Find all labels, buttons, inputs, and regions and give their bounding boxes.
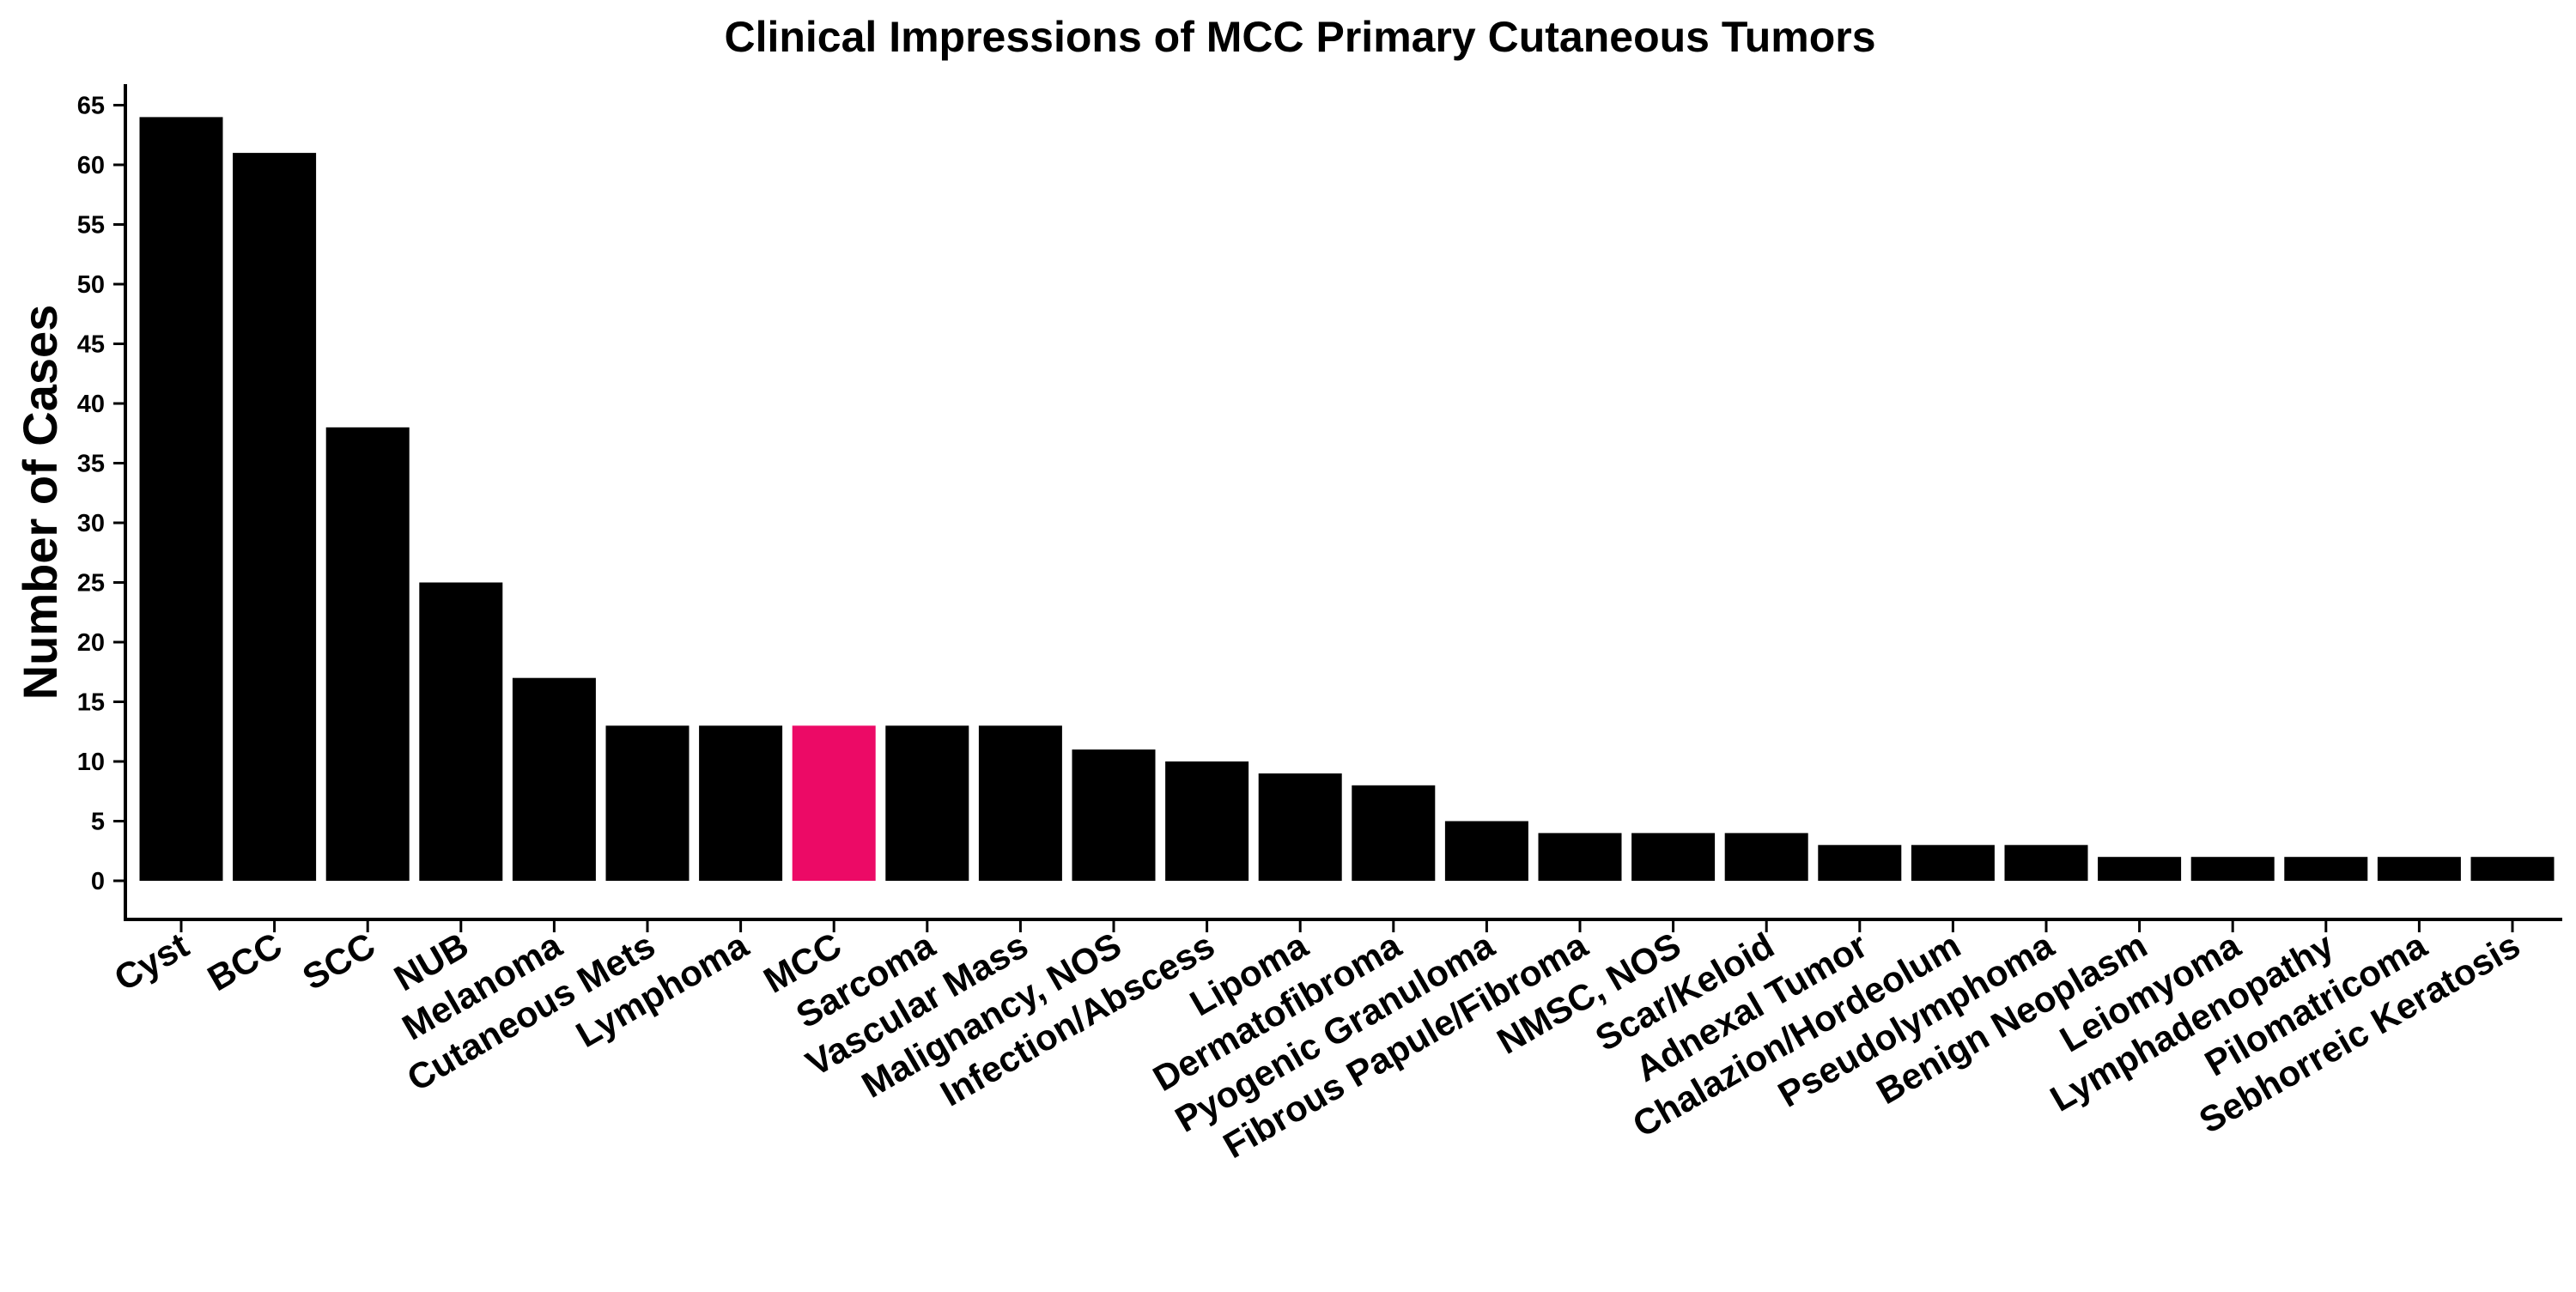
- y-tick-label: 35: [77, 451, 105, 478]
- bar-scc: [325, 427, 410, 881]
- bar-benign-neoplasm: [2098, 857, 2182, 881]
- y-tick-label: 10: [77, 749, 105, 776]
- y-axis-ticks: 0 5 10 15 20 25 30 35 40 45 50 55 60 65: [77, 93, 125, 895]
- bar-nub: [419, 582, 503, 881]
- y-tick-label: 45: [77, 331, 105, 359]
- bar-lipoma: [1258, 773, 1342, 881]
- bar-scar-keloid: [1724, 833, 1808, 881]
- bar-vascular-mass: [978, 725, 1062, 881]
- bar-bcc: [233, 153, 317, 882]
- bar-fibrous-papule-fibroma: [1538, 833, 1622, 881]
- bar-malignancy-nos: [1072, 749, 1156, 881]
- bar-infection-abscess: [1165, 761, 1249, 881]
- y-tick-label: 5: [91, 809, 105, 836]
- x-tick-label-bcc: BCC: [201, 925, 289, 998]
- bar-pyogenic-granuloma: [1444, 821, 1528, 881]
- y-tick-label: 30: [77, 510, 105, 537]
- bars-group: [139, 117, 2555, 882]
- bar-pseudolymphoma: [2004, 845, 2088, 881]
- bar-cyst: [139, 117, 223, 881]
- y-tick-label: 50: [77, 271, 105, 299]
- bar-dermatofibroma: [1352, 785, 1436, 881]
- y-tick-label: 40: [77, 391, 105, 418]
- x-tick-label-scc: SCC: [295, 925, 381, 998]
- bar-pilomatricoma: [2377, 857, 2461, 881]
- y-tick-label: 60: [77, 152, 105, 179]
- bar-sarcoma: [885, 725, 969, 881]
- y-tick-label: 25: [77, 570, 105, 597]
- chart-title: Clinical Impressions of MCC Primary Cuta…: [724, 13, 1875, 61]
- bar-nmsc-nos: [1631, 833, 1716, 881]
- y-tick-label: 0: [91, 868, 105, 895]
- y-axis-label: Number of Cases: [13, 305, 67, 701]
- bar-adnexal-tumor: [1818, 845, 1902, 881]
- x-tick-label-cyst: Cyst: [107, 925, 195, 998]
- bar-cutaneous-mets: [605, 725, 690, 881]
- y-tick-label: 20: [77, 629, 105, 657]
- y-tick-label: 15: [77, 689, 105, 717]
- bar-sebhorreic-keratosis: [2470, 857, 2555, 881]
- bar-mcc: [792, 725, 876, 881]
- y-tick-label: 65: [77, 93, 105, 120]
- y-tick-label: 55: [77, 212, 105, 240]
- bar-lymphadenopathy: [2284, 857, 2368, 881]
- bar-lymphoma: [699, 725, 783, 881]
- bar-chalazion-hordeolum: [1911, 845, 1995, 881]
- bar-leiomyoma: [2190, 857, 2275, 881]
- bar-melanoma: [512, 677, 596, 881]
